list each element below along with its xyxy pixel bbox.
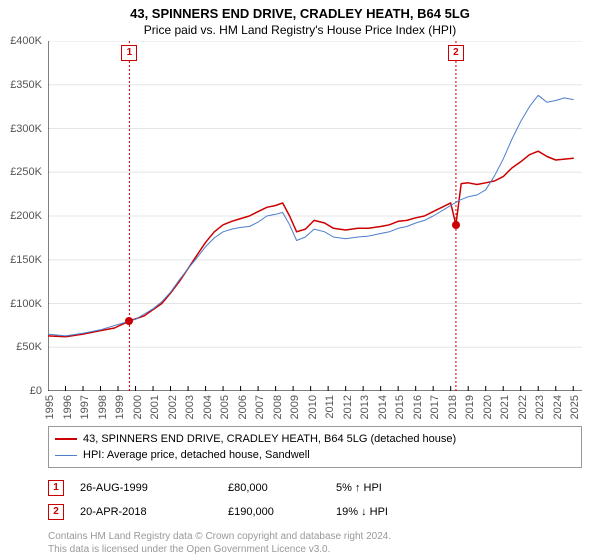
x-tick-label: 2008: [272, 395, 284, 419]
y-tick-label: £0: [30, 385, 42, 397]
legend: 43, SPINNERS END DRIVE, CRADLEY HEATH, B…: [48, 426, 582, 468]
x-tick-label: 2012: [342, 395, 354, 419]
titles: 43, SPINNERS END DRIVE, CRADLEY HEATH, B…: [0, 0, 600, 41]
event-delta: 5% ↑ HPI: [336, 482, 496, 494]
attribution-line: This data is licensed under the Open Gov…: [48, 543, 582, 556]
y-tick-label: £400K: [10, 35, 42, 47]
event-marker: 2: [48, 504, 64, 520]
x-tick-label: 2004: [202, 395, 214, 419]
chart-container: 43, SPINNERS END DRIVE, CRADLEY HEATH, B…: [0, 0, 600, 560]
x-tick-label: 2002: [167, 395, 179, 419]
x-tick-label: 2009: [289, 395, 301, 419]
x-tick-label: 2017: [429, 395, 441, 419]
chart-title: 43, SPINNERS END DRIVE, CRADLEY HEATH, B…: [0, 0, 600, 21]
x-tick-label: 2006: [237, 395, 249, 419]
x-tick-label: 2000: [132, 395, 144, 419]
attribution-line: Contains HM Land Registry data © Crown c…: [48, 530, 582, 543]
x-tick-label: 1998: [97, 395, 109, 419]
legend-row: 43, SPINNERS END DRIVE, CRADLEY HEATH, B…: [55, 431, 575, 447]
legend-row: HPI: Average price, detached house, Sand…: [55, 447, 575, 463]
x-tick-label: 2015: [394, 395, 406, 419]
x-tick-label: 2016: [412, 395, 424, 419]
y-tick-label: £300K: [10, 123, 42, 135]
event-dot: [125, 317, 133, 325]
event-delta: 19% ↓ HPI: [336, 506, 496, 518]
event-row: 2 20-APR-2018 £190,000 19% ↓ HPI: [48, 500, 582, 524]
x-tick-label: 2014: [377, 395, 389, 419]
chart-subtitle: Price paid vs. HM Land Registry's House …: [0, 21, 600, 41]
event-dot: [452, 221, 460, 229]
y-tick-label: £100K: [10, 298, 42, 310]
x-tick-label: 1996: [62, 395, 74, 419]
y-tick-label: £150K: [10, 254, 42, 266]
x-tick-label: 2025: [569, 395, 581, 419]
y-tick-label: £50K: [16, 341, 42, 353]
plot-svg: [48, 41, 582, 391]
event-date: 20-APR-2018: [80, 506, 220, 518]
event-marker: 1: [121, 45, 137, 61]
event-price: £190,000: [228, 506, 328, 518]
x-tick-label: 2022: [517, 395, 529, 419]
event-marker: 1: [48, 480, 64, 496]
y-tick-label: £350K: [10, 79, 42, 91]
event-date: 26-AUG-1999: [80, 482, 220, 494]
legend-swatch: [55, 455, 77, 456]
x-tick-label: 2024: [552, 395, 564, 419]
legend-label: HPI: Average price, detached house, Sand…: [83, 449, 310, 461]
legend-swatch: [55, 438, 77, 440]
event-row: 1 26-AUG-1999 £80,000 5% ↑ HPI: [48, 476, 582, 500]
x-tick-label: 2020: [482, 395, 494, 419]
event-marker: 2: [448, 45, 464, 61]
x-tick-label: 1995: [44, 395, 56, 419]
x-tick-label: 2013: [359, 395, 371, 419]
x-tick-label: 2018: [447, 395, 459, 419]
x-tick-label: 1997: [79, 395, 91, 419]
x-tick-label: 2007: [254, 395, 266, 419]
x-tick-label: 2019: [464, 395, 476, 419]
x-tick-label: 2011: [324, 395, 336, 419]
attribution: Contains HM Land Registry data © Crown c…: [48, 530, 582, 556]
x-tick-label: 2003: [184, 395, 196, 419]
y-tick-label: £250K: [10, 166, 42, 178]
x-tick-label: 2021: [499, 395, 511, 419]
events-table: 1 26-AUG-1999 £80,000 5% ↑ HPI 2 20-APR-2018 £…: [48, 476, 582, 524]
x-tick-label: 2023: [534, 395, 546, 419]
x-tick-label: 2005: [219, 395, 231, 419]
y-tick-label: £200K: [10, 210, 42, 222]
plot-wrap: £0£50K£100K£150K£200K£250K£300K£350K£400…: [48, 41, 582, 401]
x-tick-label: 2001: [149, 395, 161, 419]
x-tick-label: 1999: [114, 395, 126, 419]
x-tick-label: 2010: [307, 395, 319, 419]
event-price: £80,000: [228, 482, 328, 494]
legend-label: 43, SPINNERS END DRIVE, CRADLEY HEATH, B…: [83, 433, 456, 445]
